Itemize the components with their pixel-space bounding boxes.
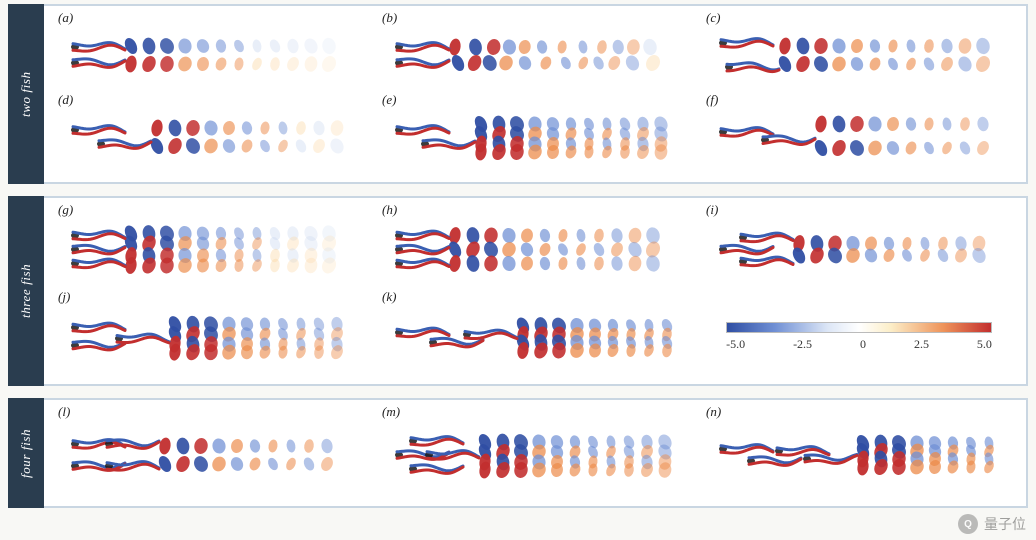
panel-label: (a) — [58, 10, 73, 26]
panel-label: (j) — [58, 289, 70, 305]
panel-label: (d) — [58, 92, 73, 108]
colorbar-tick: 0 — [860, 337, 866, 352]
panel-g: (g) — [54, 206, 368, 293]
colorbar: -5.0 -2.5 0 2.5 5.0 — [702, 320, 1016, 354]
colorbar-gradient — [726, 322, 992, 333]
panel-row: (l)(m)(n) — [54, 408, 1016, 502]
panel-label: (m) — [382, 404, 400, 420]
group-label: four fish — [8, 398, 44, 508]
panel-e: (e) — [378, 96, 692, 178]
panel-label: (k) — [382, 289, 396, 305]
panel-k: (k) — [378, 293, 692, 380]
panel-label: (g) — [58, 202, 73, 218]
panel-label: (e) — [382, 92, 396, 108]
group-g1: two fish(a)(b)(c)(d)(e)(f) — [8, 4, 1028, 184]
group-label: three fish — [8, 196, 44, 386]
colorbar-tick: -5.0 — [726, 337, 745, 352]
panel-row: (j)(k) -5.0 -2.5 0 2.5 5.0 — [54, 293, 1016, 380]
watermark-text: 量子位 — [984, 514, 1026, 534]
panel-row: (d)(e)(f) — [54, 96, 1016, 178]
panel-a: (a) — [54, 14, 368, 96]
watermark: Q 量子位 — [958, 514, 1026, 534]
panel-b: (b) — [378, 14, 692, 96]
panel-label: (l) — [58, 404, 70, 420]
group-g2: three fish(g)(h)(i)(j)(k)-5.0-2.502.55.0 — [8, 196, 1028, 386]
colorbar-tick: 2.5 — [914, 337, 929, 352]
colorbar-tick: 5.0 — [977, 337, 992, 352]
panel-i: (i) — [702, 206, 1016, 293]
panel-colorbar: -5.0 -2.5 0 2.5 5.0 — [702, 293, 1016, 380]
watermark-icon: Q — [958, 514, 978, 534]
group-g3: four fish(l)(m)(n) — [8, 398, 1028, 508]
panel-label: (b) — [382, 10, 397, 26]
panel-h: (h) — [378, 206, 692, 293]
panel-row: (g)(h)(i) — [54, 206, 1016, 293]
panel-f: (f) — [702, 96, 1016, 178]
colorbar-tick: -2.5 — [793, 337, 812, 352]
panel-label: (c) — [706, 10, 720, 26]
panel-label: (f) — [706, 92, 718, 108]
panel-row: (a)(b)(c) — [54, 14, 1016, 96]
panel-label: (i) — [706, 202, 718, 218]
panel-l: (l) — [54, 408, 368, 502]
group-body: (a)(b)(c)(d)(e)(f) — [44, 4, 1028, 184]
panel-n: (n) — [702, 408, 1016, 502]
panel-m: (m) — [378, 408, 692, 502]
colorbar-ticks: -5.0 -2.5 0 2.5 5.0 — [726, 337, 992, 352]
panel-d: (d) — [54, 96, 368, 178]
panel-label: (n) — [706, 404, 721, 420]
panel-j: (j) — [54, 293, 368, 380]
panel-label: (h) — [382, 202, 397, 218]
group-label: two fish — [8, 4, 44, 184]
group-body: (g)(h)(i)(j)(k)-5.0-2.502.55.0 — [44, 196, 1028, 386]
figure-root: two fish(a)(b)(c)(d)(e)(f)three fish(g)(… — [0, 0, 1036, 540]
panel-c: (c) — [702, 14, 1016, 96]
group-body: (l)(m)(n) — [44, 398, 1028, 508]
